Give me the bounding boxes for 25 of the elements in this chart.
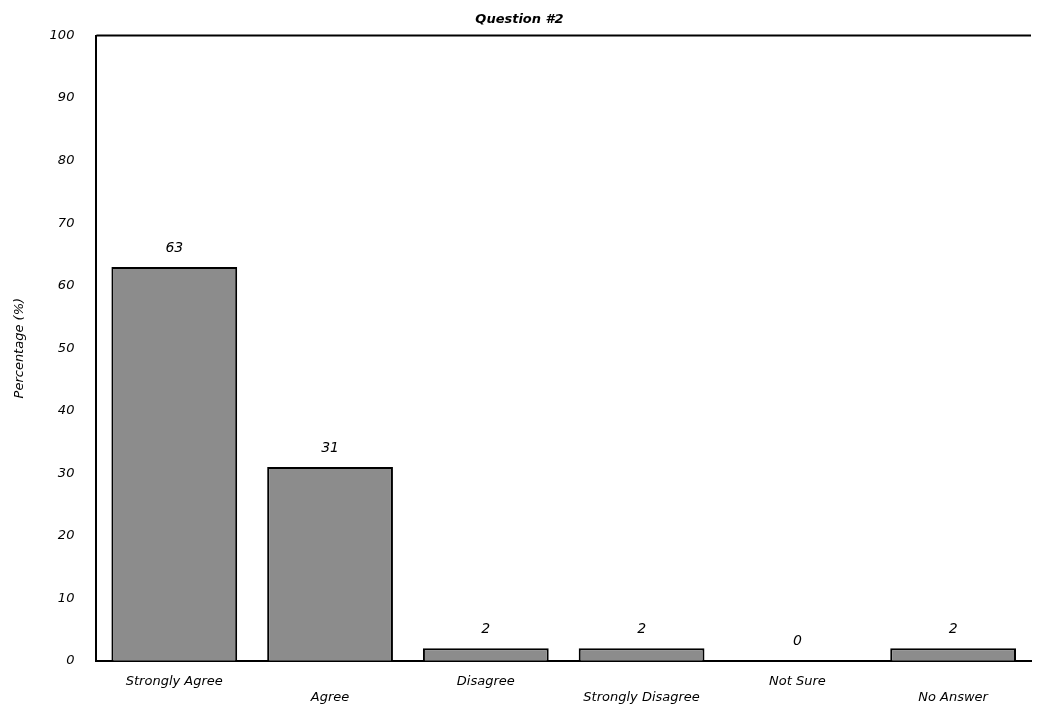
data-label: 2 (481, 619, 491, 636)
data-label: 2 (637, 619, 647, 636)
y-tick-label: 90 (57, 89, 75, 105)
y-tick-label: 20 (57, 527, 75, 543)
x-tick-label: Disagree (456, 672, 515, 688)
chart-title: Question #2 (475, 11, 564, 27)
y-axis-title: Percentage (%) (11, 297, 27, 399)
data-label: 2 (948, 619, 958, 636)
x-tick-label: Strongly Disagree (583, 688, 700, 704)
y-tick-label: 30 (57, 464, 75, 480)
x-tick-label: Not Sure (768, 672, 826, 688)
x-tick-label: Agree (309, 688, 350, 704)
y-tick-label: 50 (57, 339, 75, 355)
data-label: 31 (321, 438, 339, 455)
y-tick-label: 10 (57, 589, 75, 605)
y-tick-label: 80 (57, 152, 75, 168)
y-tick-label: 70 (57, 214, 75, 230)
data-label: 63 (165, 238, 184, 255)
data-label: 0 (792, 632, 802, 649)
y-tick-label: 100 (49, 26, 75, 42)
x-tick-label: Strongly Agree (125, 672, 223, 688)
y-tick-label: 40 (57, 402, 75, 418)
y-tick-label: 60 (57, 277, 75, 293)
x-tick-label: No Answer (918, 688, 990, 704)
y-tick-label: 0 (66, 652, 75, 668)
